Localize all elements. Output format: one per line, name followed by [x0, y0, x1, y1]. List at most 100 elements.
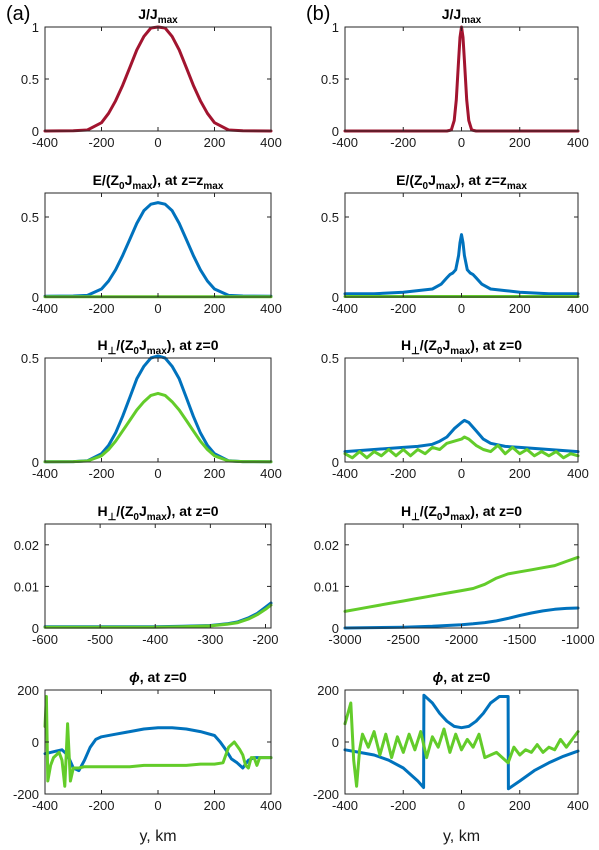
y-tick-label: 0 — [32, 455, 39, 470]
x-tick-label: -400 — [32, 798, 58, 813]
chart-title-part: E/(Z — [396, 172, 423, 188]
axes-box — [44, 523, 272, 629]
series-line-blue — [43, 201, 273, 298]
y-tick-label: 0 — [332, 735, 339, 750]
chart-title: H⊥/(Z0Jmax), at z=0 — [401, 337, 522, 357]
x-tick-label: -600 — [32, 632, 58, 647]
chart-title-part: ), at z=z — [152, 172, 203, 188]
x-axis-label: y, km — [139, 828, 176, 845]
panel-label-b: (b) — [306, 3, 330, 25]
x-tick-label: 0 — [154, 301, 161, 316]
y-tick-label: 0.5 — [21, 210, 39, 225]
chart-title: ϕ, at z=0 — [433, 669, 491, 685]
chart-title: E/(Z0Jmax), at z=zmax — [93, 172, 224, 192]
y-tick-label: 1 — [32, 20, 39, 35]
axes-box — [344, 689, 579, 795]
axes-box — [44, 357, 272, 463]
x-tick-label: -200 — [88, 798, 114, 813]
chart-title-part: 0 — [119, 181, 125, 192]
chart-b4: -3000 -2500 -2000 -1500 -100000.010.02H⊥/(Z0… — [314, 503, 595, 647]
chart-title-part: max — [132, 181, 152, 192]
panel-label-a: (a) — [6, 3, 30, 25]
x-tick-label: -200 — [252, 632, 278, 647]
chart-title-part: , at z=0 — [140, 669, 187, 685]
chart-title-part: H — [97, 503, 107, 519]
chart-title-part: ϕ — [433, 669, 444, 685]
chart-title-part: /(Z — [420, 503, 438, 519]
x-tick-label: -2000 — [445, 632, 478, 647]
chart-title-part: max — [147, 512, 167, 523]
x-tick-label: -400 — [32, 135, 58, 150]
x-tick-label: 400 — [567, 798, 589, 813]
chart-title-part: /(Z — [420, 337, 438, 353]
y-tick-label: 0.5 — [321, 72, 339, 87]
series-line-red — [43, 25, 273, 133]
x-tick-label: 200 — [509, 135, 531, 150]
y-tick-label: 0 — [32, 290, 39, 305]
series-line-blue — [43, 354, 273, 464]
x-tick-label: 400 — [567, 301, 589, 316]
chart-title-part: ⊥ — [108, 346, 117, 357]
chart-title: ϕ, at z=0 — [129, 669, 187, 685]
chart-title: E/(Z0Jmax), at z=zmax — [396, 172, 527, 192]
chart-title-part: E/(Z — [93, 172, 120, 188]
chart-a4: -600 -500 -400 -300 -20000.010.02H⊥/(Z0Jmax)… — [14, 503, 279, 647]
chart-title-part: H — [97, 337, 107, 353]
chart-title-part: max — [450, 346, 470, 357]
series-line-blue — [343, 606, 580, 630]
x-tick-label: -400 — [332, 798, 358, 813]
series-line-green — [343, 701, 580, 788]
chart-title-part: J — [442, 503, 450, 519]
x-tick-label: -400 — [142, 632, 168, 647]
x-tick-label: -200 — [390, 798, 416, 813]
chart-title: J/Jmax — [138, 6, 178, 26]
chart-title-part: ), at z=0 — [470, 503, 522, 519]
x-tick-label: -400 — [332, 301, 358, 316]
y-tick-label: 0 — [332, 455, 339, 470]
x-tick-label: -200 — [390, 466, 416, 481]
axes-box — [44, 689, 272, 795]
x-tick-label: -300 — [197, 632, 223, 647]
y-tick-label: 0 — [332, 124, 339, 139]
chart-b1: -400 -200 0 200 400 0 0.5 1 J/Jmax — [321, 6, 589, 150]
x-tick-label: 0 — [458, 798, 465, 813]
chart-title-part: max — [507, 181, 527, 192]
y-tick-label: 200 — [17, 683, 39, 698]
chart-title: J/Jmax — [442, 6, 482, 26]
x-tick-label: 400 — [567, 135, 589, 150]
chart-title-part: ϕ — [129, 669, 140, 685]
x-tick-label: 200 — [204, 466, 226, 481]
chart-title-part: J — [139, 337, 147, 353]
chart-title: H⊥/(Z0Jmax), at z=0 — [97, 337, 218, 357]
chart-title: H⊥/(Z0Jmax), at z=0 — [97, 503, 218, 523]
chart-title-part: H — [401, 503, 411, 519]
chart-title-part: ), at z=0 — [167, 337, 219, 353]
y-tick-label: 0 — [32, 621, 39, 636]
chart-title-part: , at z=0 — [443, 669, 490, 685]
y-tick-label: 0.02 — [14, 538, 39, 553]
x-tick-label: 200 — [204, 301, 226, 316]
chart-title-part: J/J — [138, 6, 157, 22]
y-tick-label: 0 — [32, 124, 39, 139]
y-tick-label: 0 — [32, 735, 39, 750]
y-tick-label: 0 — [332, 621, 339, 636]
series-line-green — [43, 391, 273, 464]
y-tick-label: 0.5 — [321, 351, 339, 366]
chart-title-part: J — [125, 172, 133, 188]
axes-box — [344, 26, 579, 132]
x-tick-label: 400 — [260, 798, 282, 813]
chart-title-part: 0 — [133, 346, 139, 357]
x-axis-label: y, km — [443, 828, 480, 845]
x-tick-label: -400 — [332, 466, 358, 481]
x-tick-label: -200 — [88, 466, 114, 481]
x-tick-label: -2500 — [387, 632, 420, 647]
y-tick-label: 0.5 — [21, 351, 39, 366]
y-tick-label: 0.5 — [321, 210, 339, 225]
chart-title-part: 0 — [133, 512, 139, 523]
